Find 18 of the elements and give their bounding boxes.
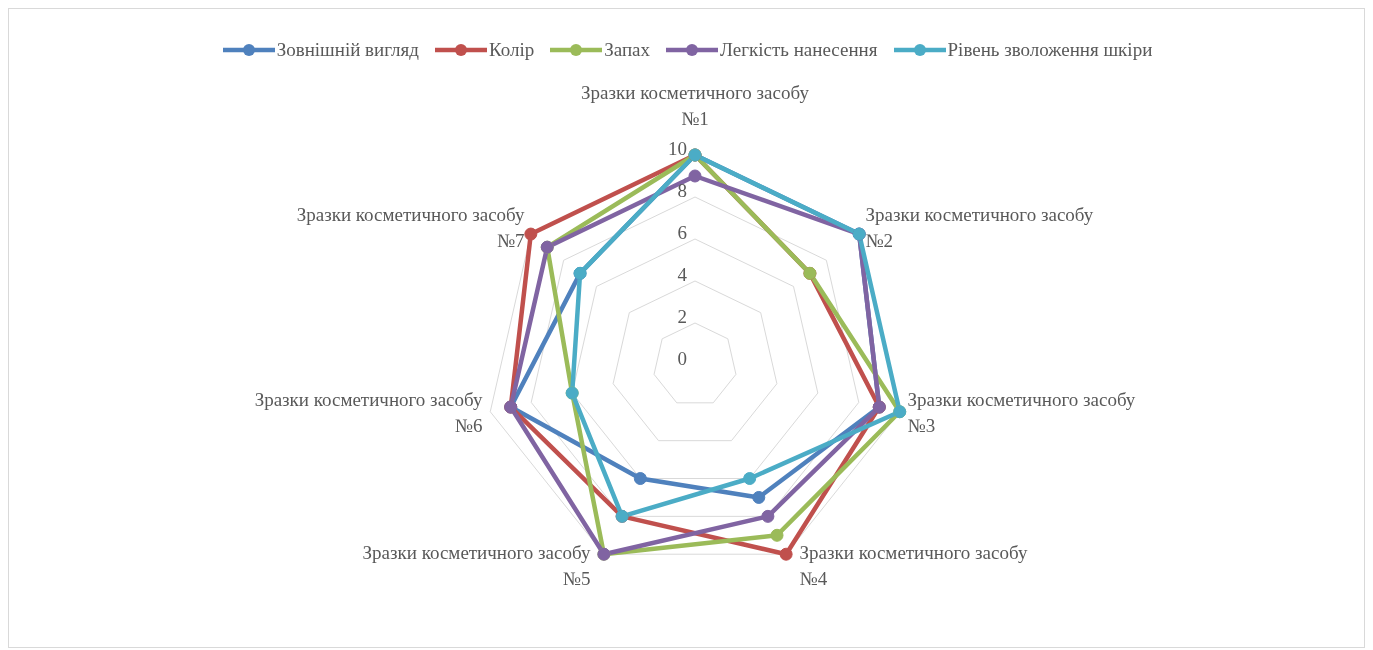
- legend-label: Запах: [604, 39, 651, 61]
- y-tick-label: 2: [677, 306, 687, 327]
- y-tick-label: 6: [677, 222, 687, 243]
- spoke-label: Зразки косметичного засобу №7: [296, 204, 526, 252]
- spoke-label: Зразки косметичного засобу №5: [362, 542, 591, 590]
- legend-label: Рівень зволоження шкіри: [947, 39, 1153, 61]
- legend-label: Легкість нанесення: [720, 39, 878, 61]
- spoke-label: Зразки косметичного засобу №3: [907, 388, 1136, 436]
- spoke-label: Зразки косметичного засобу №1: [581, 82, 810, 129]
- y-tick-label: 8: [677, 180, 687, 201]
- y-tick-label: 4: [677, 264, 688, 285]
- legend-label: Зовнішній вигляд: [276, 39, 419, 61]
- y-tick-label: 0: [677, 348, 687, 369]
- legend-label: Колір: [488, 39, 535, 61]
- y-tick-label: 10: [668, 138, 687, 159]
- spoke-label: Зразки косметичного засобу №4: [799, 542, 1028, 590]
- spoke-label: Зразки косметичного засобу №2: [865, 204, 1094, 252]
- spoke-label: Зразки косметичного засобу №6: [254, 388, 483, 436]
